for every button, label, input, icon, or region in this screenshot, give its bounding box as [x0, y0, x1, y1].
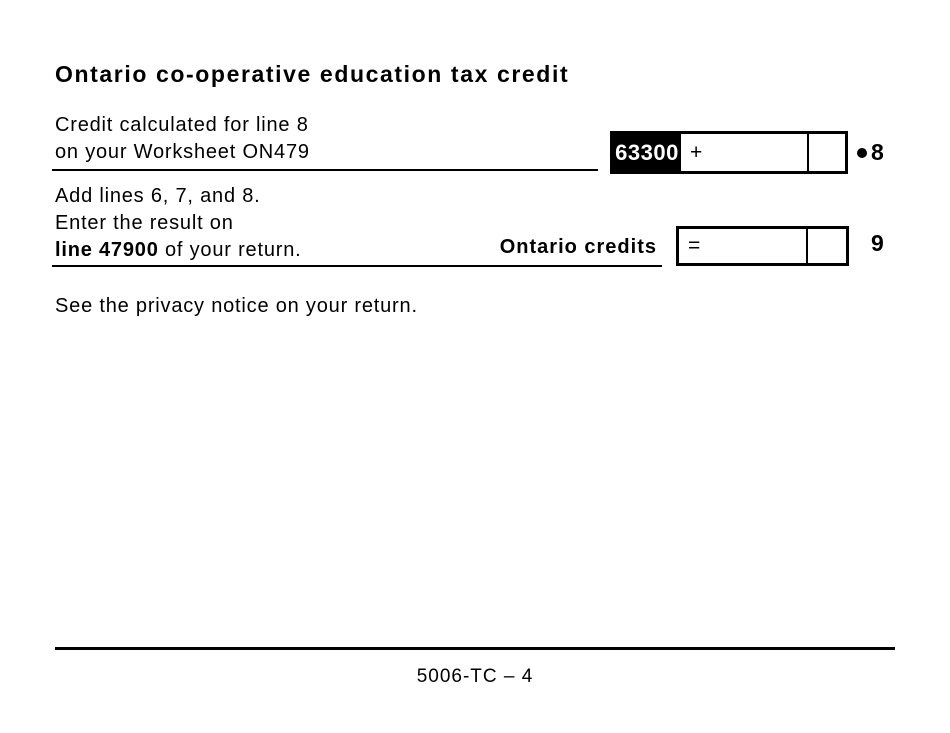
equals-operator: =	[688, 234, 701, 257]
privacy-notice: See the privacy notice on your return.	[55, 295, 418, 317]
row9-rule	[52, 265, 662, 267]
cents-field-9[interactable]	[808, 229, 846, 263]
field-code: 63300	[615, 139, 679, 165]
row8-label-line2: on your Worksheet ON479	[55, 141, 310, 163]
row9-label-line1: Add lines 6, 7, and 8.	[55, 185, 261, 207]
line-number-9: 9	[871, 230, 884, 256]
field-code-box: 63300	[613, 134, 681, 171]
row8-label: Credit calculated for line 8 on your Wor…	[55, 112, 310, 166]
cents-divider-8	[807, 134, 809, 171]
row9-label-line3: line 47900 of your return.	[55, 237, 301, 264]
section-title: Ontario co-operative education tax credi…	[55, 61, 570, 87]
cents-divider-9	[806, 229, 808, 263]
row9-label-line3-bold: line 47900	[55, 239, 159, 261]
row9-label-line3-rest: of your return.	[158, 239, 302, 261]
row8-rule	[52, 169, 598, 171]
row9-field-box: =	[676, 226, 849, 266]
cents-field-8[interactable]	[809, 134, 845, 171]
row8-label-line1: Credit calculated for line 8	[55, 114, 309, 136]
ontario-credits-label: Ontario credits	[499, 236, 657, 258]
amount-field-8[interactable]: +	[681, 134, 807, 171]
plus-operator: +	[690, 140, 703, 164]
row8-field-box: 63300 +	[610, 131, 848, 174]
line-number-8: 8	[871, 139, 884, 165]
footer-page-id: 5006-TC – 4	[416, 666, 534, 687]
footer-rule	[55, 647, 895, 650]
row9-label: Add lines 6, 7, and 8. Enter the result …	[55, 183, 301, 264]
bullet-icon	[857, 148, 867, 158]
amount-field-9[interactable]: =	[679, 229, 806, 263]
row9-label-line2: Enter the result on	[55, 212, 234, 234]
